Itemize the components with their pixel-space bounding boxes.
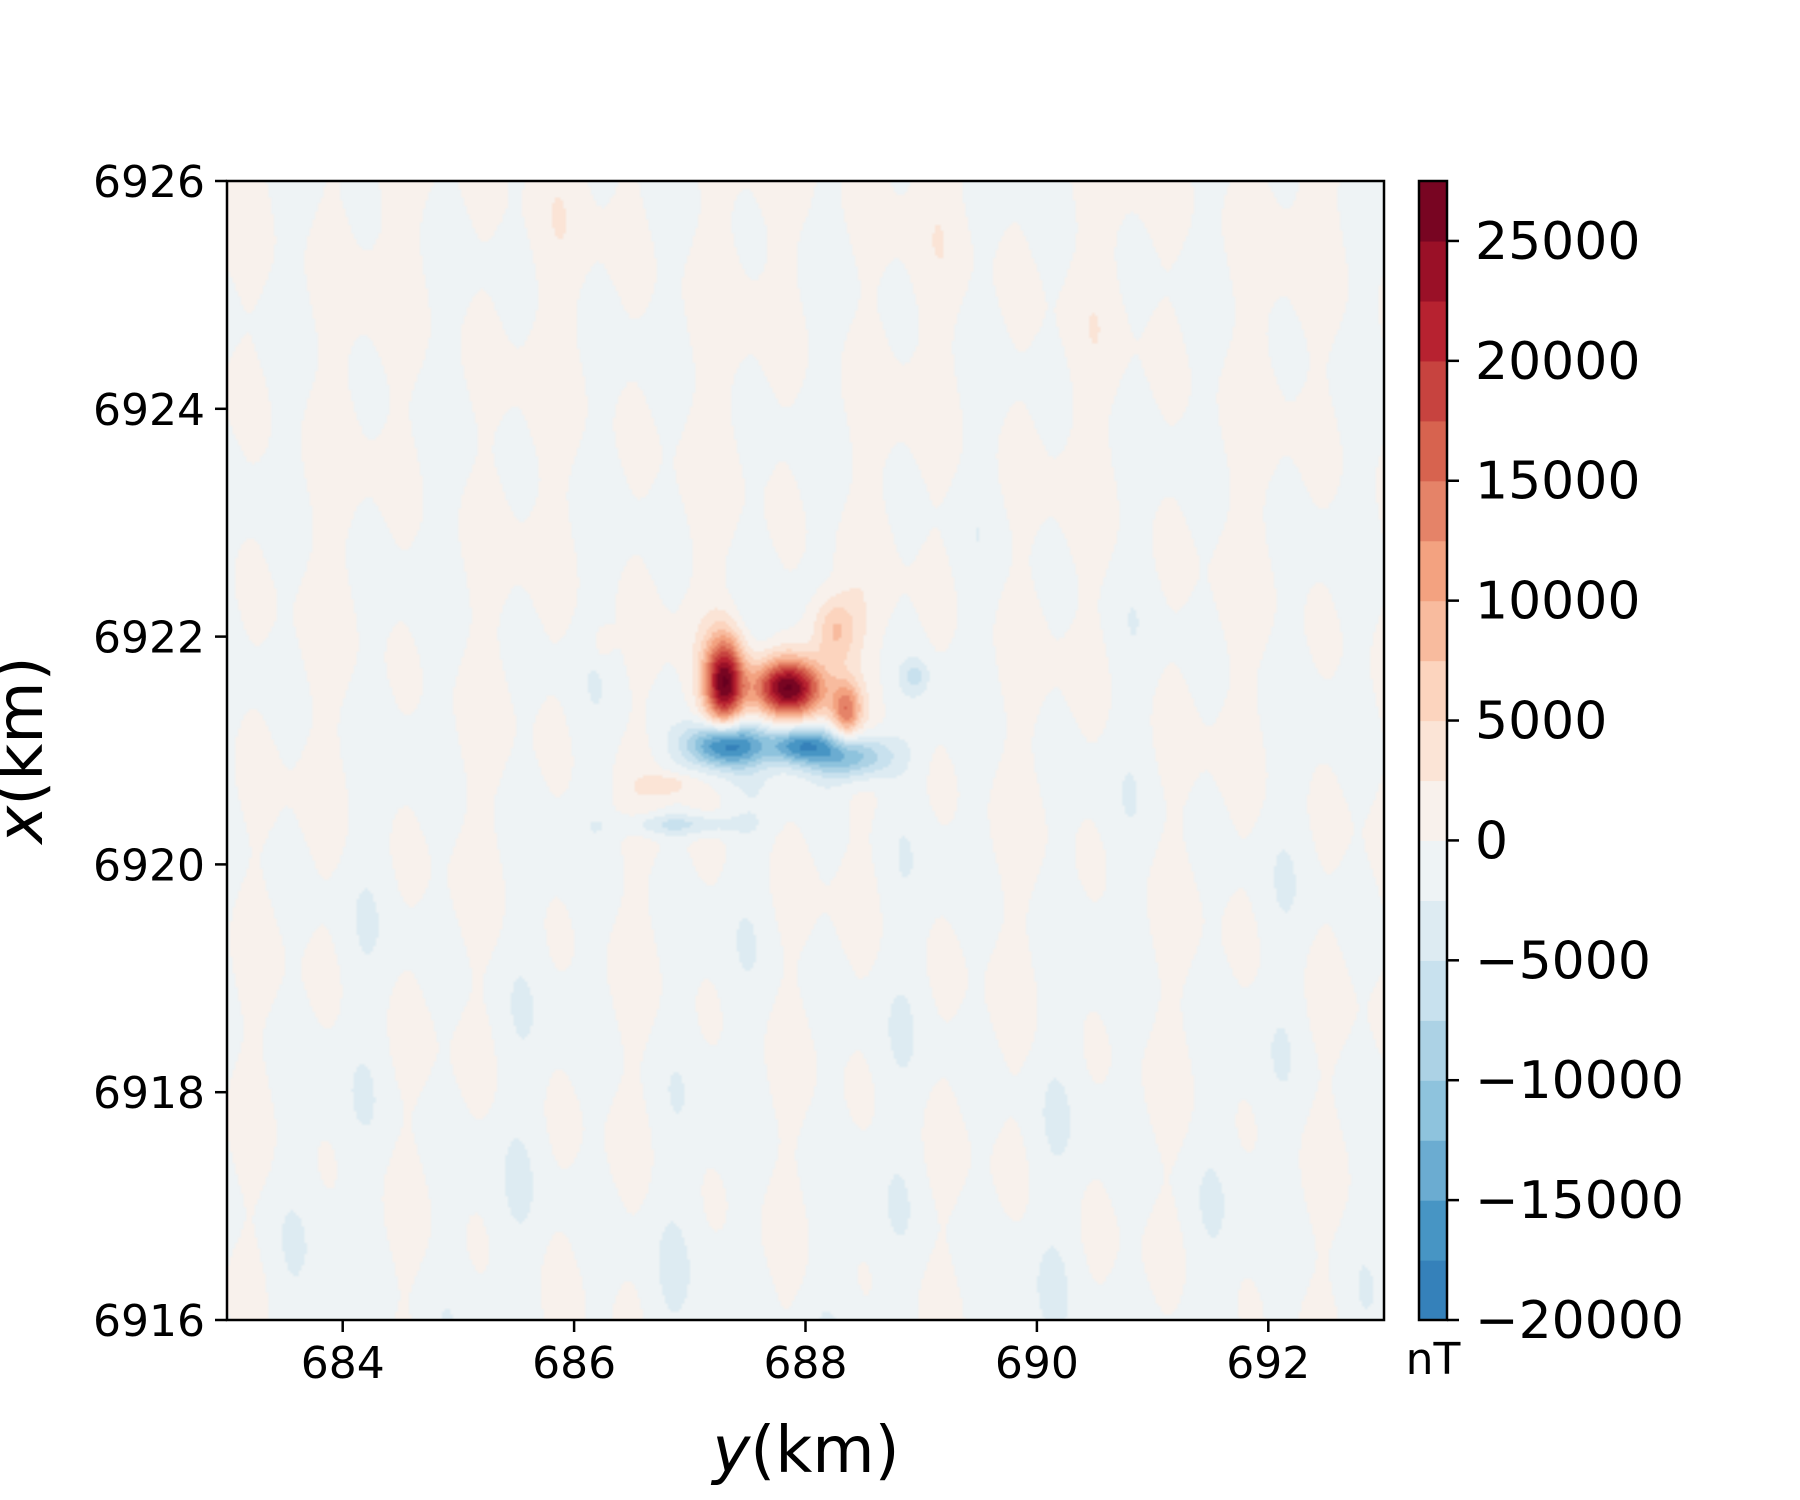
colorbar-tick-label: 0 xyxy=(1475,811,1508,871)
colorbar-segment xyxy=(1419,900,1447,961)
colorbar-tick-label: 10000 xyxy=(1475,572,1640,632)
x-tick-label: 686 xyxy=(532,1338,616,1389)
y-tick-label: 6924 xyxy=(93,385,205,436)
x-axis-label-unit: (km) xyxy=(750,1414,899,1488)
y-axis-label-unit: (km) xyxy=(0,656,58,805)
x-axis-label-var: y xyxy=(710,1414,751,1488)
colorbar-segment xyxy=(1419,240,1447,302)
x-tick-label: 684 xyxy=(301,1338,385,1389)
x-axis-label: y(km) xyxy=(710,1414,899,1488)
colorbar-tick-label: −20000 xyxy=(1475,1291,1684,1351)
x-tick-label: 692 xyxy=(1226,1338,1310,1389)
colorbar-tick-label: 5000 xyxy=(1475,692,1607,752)
colorbar-segment xyxy=(1419,600,1447,662)
colorbar-segment xyxy=(1419,480,1447,542)
colorbar-segment xyxy=(1419,660,1447,722)
y-tick-label: 6920 xyxy=(93,840,205,891)
colorbar-segment xyxy=(1419,360,1447,422)
y-tick-label: 6922 xyxy=(93,613,205,664)
x-tick-label: 690 xyxy=(995,1338,1079,1389)
colorbar-segment xyxy=(1419,1200,1447,1261)
anomaly-field xyxy=(227,181,1384,1320)
y-tick-label: 6926 xyxy=(93,157,205,208)
colorbar-tick-label: 15000 xyxy=(1475,452,1640,512)
y-tick-label: 6916 xyxy=(93,1296,205,1347)
y-axis-label: x(km) xyxy=(0,656,58,845)
x-axis: 684 686 688 690 692 xyxy=(301,1320,1310,1389)
colorbar-segment xyxy=(1419,1020,1447,1081)
colorbar-tick-label: −15000 xyxy=(1475,1171,1684,1231)
colorbar-ticks: −20000 −15000 −10000 −5000 0 5000 10000 15000 20… xyxy=(1447,212,1684,1351)
colorbar-segments xyxy=(1419,181,1447,1321)
colorbar-segment xyxy=(1419,780,1447,842)
colorbar-tick-label: −10000 xyxy=(1475,1051,1684,1111)
colorbar-segment xyxy=(1419,420,1447,482)
plot-area xyxy=(225,179,1386,1322)
y-axis-label-var: x xyxy=(0,805,58,846)
colorbar-segment xyxy=(1419,960,1447,1021)
colorbar-segment xyxy=(1419,300,1447,362)
colorbar-segment xyxy=(1419,540,1447,602)
colorbar-segment xyxy=(1419,720,1447,782)
colorbar-tick-label: 20000 xyxy=(1475,332,1640,392)
colorbar-unit-label: nT xyxy=(1406,1334,1461,1385)
colorbar-segment xyxy=(1419,840,1447,901)
colorbar-segment xyxy=(1419,181,1447,242)
y-axis: 6916 6918 6920 6922 6924 6926 xyxy=(93,157,227,1347)
x-tick-label: 688 xyxy=(764,1338,848,1389)
colorbar-tick-label: 25000 xyxy=(1475,212,1640,272)
y-tick-label: 6918 xyxy=(93,1068,205,1119)
colorbar-tick-label: −5000 xyxy=(1475,931,1651,991)
colorbar-segment xyxy=(1419,1140,1447,1201)
colorbar-segment xyxy=(1419,1260,1447,1321)
colorbar: −20000 −15000 −10000 −5000 0 5000 10000 15000 20… xyxy=(1406,179,1684,1385)
colorbar-frame xyxy=(1417,179,1449,1322)
colorbar-segment xyxy=(1419,1080,1447,1141)
